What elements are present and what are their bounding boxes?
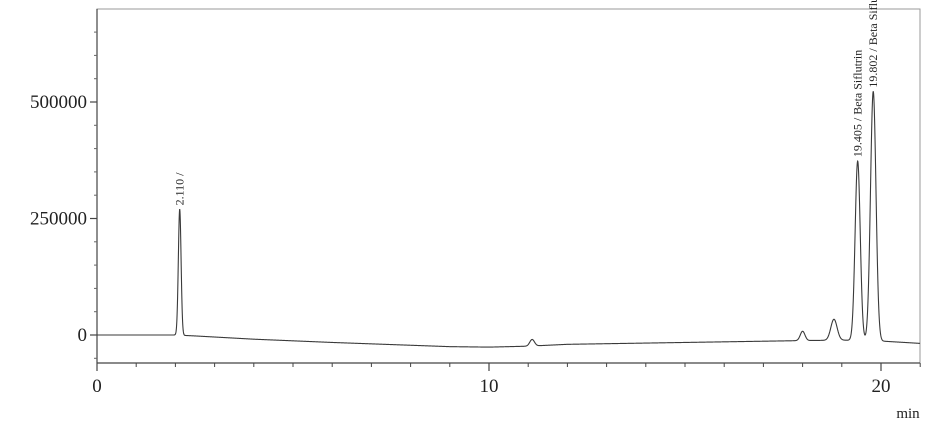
chromatogram-trace <box>97 91 921 348</box>
peak-label: 19.405 / Beta Siflutrin <box>851 50 865 157</box>
x-tick-label: 0 <box>92 376 102 397</box>
plot-frame <box>96 8 921 364</box>
y-tick-label: 250000 <box>30 209 87 230</box>
x-tick-label: 20 <box>872 376 891 397</box>
x-axis-label: min <box>896 406 920 422</box>
y-tick-label: 500000 <box>30 92 87 113</box>
peak-label: 19.802 / Beta Siflutrin <box>866 0 880 88</box>
y-tick-label: 0 <box>78 325 88 346</box>
x-tick-label: 10 <box>480 376 499 397</box>
peak-label: 2.110 / <box>173 172 187 206</box>
x-axis-ticks: 0 10 20 <box>92 363 921 397</box>
y-axis-ticks: 0 250000 500000 <box>30 31 97 359</box>
